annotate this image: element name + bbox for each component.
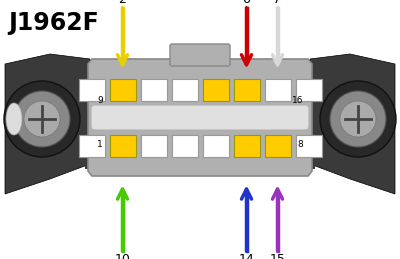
Bar	[140, 79, 166, 101]
Bar	[270, 66, 315, 94]
Circle shape	[14, 91, 70, 147]
Bar	[264, 79, 290, 101]
Polygon shape	[88, 59, 312, 176]
Text: 1: 1	[97, 140, 103, 149]
Circle shape	[330, 91, 386, 147]
Text: 15: 15	[270, 253, 286, 259]
Bar	[85, 66, 130, 94]
Text: 10: 10	[114, 253, 130, 259]
Bar	[110, 79, 136, 101]
Bar	[202, 79, 228, 101]
Text: J1962F: J1962F	[8, 11, 99, 35]
Polygon shape	[310, 54, 395, 194]
Circle shape	[24, 101, 60, 137]
Circle shape	[340, 101, 376, 137]
Circle shape	[4, 81, 80, 157]
Text: 16: 16	[292, 96, 303, 105]
Text: 6: 6	[242, 0, 250, 6]
Polygon shape	[5, 54, 90, 194]
Bar	[110, 135, 136, 157]
Bar	[172, 135, 198, 157]
Bar	[234, 79, 260, 101]
Bar	[140, 135, 166, 157]
Text: 2: 2	[118, 0, 126, 6]
Circle shape	[320, 81, 396, 157]
FancyBboxPatch shape	[91, 105, 309, 130]
Bar	[78, 135, 104, 157]
Bar	[78, 79, 104, 101]
Bar	[202, 135, 228, 157]
Bar	[296, 79, 322, 101]
Text: 14: 14	[239, 253, 254, 259]
Bar	[264, 135, 290, 157]
FancyBboxPatch shape	[170, 44, 230, 66]
Bar	[234, 135, 260, 157]
Text: 9: 9	[97, 96, 103, 105]
Bar	[85, 141, 130, 169]
Bar	[296, 135, 322, 157]
Text: 7: 7	[274, 0, 282, 6]
Ellipse shape	[6, 103, 22, 135]
Bar	[270, 141, 315, 169]
Bar	[172, 79, 198, 101]
Text: 8: 8	[297, 140, 303, 149]
